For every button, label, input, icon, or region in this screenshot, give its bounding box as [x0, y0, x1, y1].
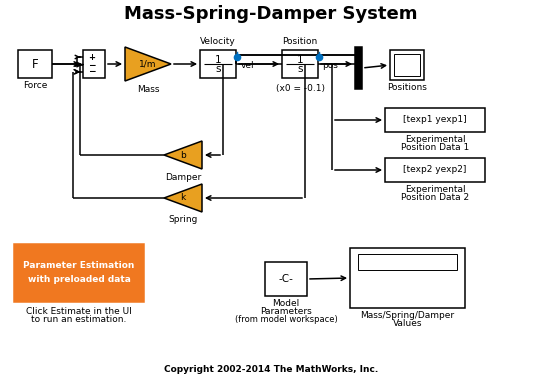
- Text: +: +: [89, 53, 96, 62]
- Text: [texp2 yexp2]: [texp2 yexp2]: [403, 165, 466, 174]
- Bar: [385, 158, 485, 182]
- Text: Parameter Estimation: Parameter Estimation: [23, 261, 135, 271]
- Polygon shape: [164, 184, 202, 212]
- Text: −: −: [89, 61, 96, 70]
- Bar: [14, 244, 144, 302]
- Text: pos: pos: [322, 61, 338, 70]
- Text: (from model workspace): (from model workspace): [235, 315, 337, 325]
- Bar: [265, 262, 307, 296]
- Text: Position Data 2: Position Data 2: [401, 192, 469, 202]
- Text: 1: 1: [296, 55, 304, 65]
- Bar: [200, 50, 236, 78]
- Bar: [18, 50, 52, 78]
- Text: Damper: Damper: [165, 173, 201, 181]
- Text: Spring: Spring: [168, 216, 198, 224]
- Bar: [390, 50, 424, 80]
- Text: Positions: Positions: [387, 83, 427, 93]
- Text: Velocity: Velocity: [200, 37, 236, 46]
- Text: −: −: [89, 67, 96, 76]
- Text: [texp1 yexp1]: [texp1 yexp1]: [403, 115, 467, 125]
- Text: Parameters: Parameters: [260, 307, 312, 317]
- Polygon shape: [164, 141, 202, 169]
- Text: vel: vel: [241, 61, 255, 70]
- Text: Experimental: Experimental: [405, 184, 465, 194]
- Bar: [282, 50, 318, 78]
- Bar: [83, 50, 105, 78]
- Text: s: s: [215, 64, 221, 74]
- Text: Click Estimate in the UI: Click Estimate in the UI: [26, 306, 132, 315]
- Text: Position Data 1: Position Data 1: [401, 142, 469, 152]
- Text: (x0 = -0.1): (x0 = -0.1): [275, 83, 325, 93]
- Text: Mass: Mass: [137, 85, 159, 93]
- Text: 1: 1: [214, 55, 222, 65]
- Text: s: s: [297, 64, 303, 74]
- Text: with preloaded data: with preloaded data: [28, 274, 130, 283]
- Text: Values: Values: [393, 320, 422, 328]
- Bar: [385, 108, 485, 132]
- Text: Force: Force: [23, 82, 47, 91]
- Text: Mass-Spring-Damper System: Mass-Spring-Damper System: [124, 5, 418, 23]
- Bar: [355, 47, 362, 89]
- Text: -C-: -C-: [279, 274, 293, 284]
- Text: Experimental: Experimental: [405, 134, 465, 144]
- Text: Model: Model: [273, 299, 300, 309]
- Text: Mass/Spring/Damper: Mass/Spring/Damper: [361, 312, 454, 320]
- Text: b: b: [180, 150, 186, 160]
- Text: Position: Position: [282, 37, 318, 46]
- Text: Copyright 2002-2014 The MathWorks, Inc.: Copyright 2002-2014 The MathWorks, Inc.: [164, 365, 378, 375]
- Text: F: F: [31, 58, 39, 70]
- Bar: [394, 54, 420, 76]
- Text: 1/m: 1/m: [139, 59, 157, 69]
- Bar: [350, 248, 465, 308]
- Polygon shape: [125, 47, 171, 81]
- Text: to run an estimation.: to run an estimation.: [31, 315, 127, 325]
- Text: k: k: [180, 194, 186, 202]
- Bar: [358, 254, 457, 270]
